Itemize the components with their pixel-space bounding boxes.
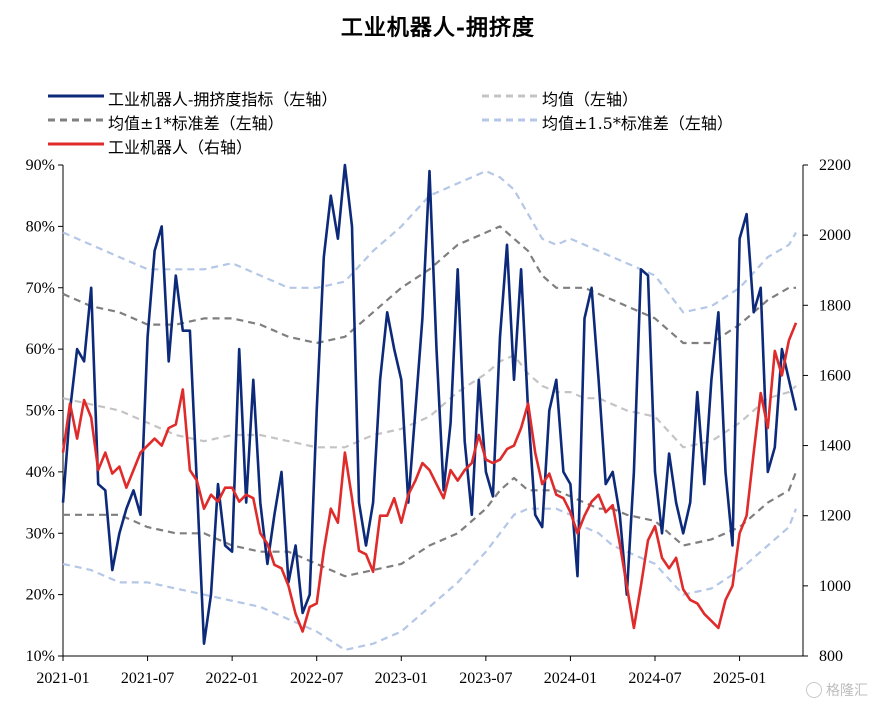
legend-label-crowding: 工业机器人-拥挤度指标（左轴） [108, 90, 338, 109]
legend-swatch-mean [482, 94, 538, 98]
x-tick-label: 2025-01 [713, 670, 766, 687]
legend-swatch-band1 [48, 118, 104, 122]
legend-label-price: 工业机器人（右轴） [108, 138, 253, 157]
y-left-tick-label: 60% [26, 341, 55, 358]
y-left-tick-label: 50% [26, 403, 55, 420]
x-tick-label: 2024-07 [628, 670, 681, 687]
y-right-tick-label: 800 [819, 648, 843, 665]
watermark-text: 格隆汇 [826, 683, 868, 699]
y-left-tick-label: 40% [26, 464, 55, 481]
series-line-0 [61, 163, 798, 645]
x-tick-label: 2023-01 [375, 670, 428, 687]
series-line-4 [62, 170, 797, 314]
y-right-tick-label: 1200 [819, 508, 851, 525]
y-left-tick-label: 30% [26, 525, 55, 542]
x-tick-label: 2022-07 [290, 670, 343, 687]
y-right-tick-label: 1000 [819, 578, 851, 595]
x-tick-label: 2023-07 [459, 670, 512, 687]
series-line-2 [62, 225, 796, 345]
legend-swatch-band15 [482, 118, 538, 122]
x-tick-label: 2022-01 [205, 670, 258, 687]
x-tick-label: 2021-01 [36, 670, 89, 687]
y-right-tick-label: 2000 [819, 227, 851, 244]
y-left-tick-label: 20% [26, 587, 55, 604]
y-right-tick-label: 1600 [819, 367, 851, 384]
y-right-tick-label: 1400 [819, 438, 851, 455]
y-left-tick-label: 10% [26, 648, 55, 665]
y-left-tick-label: 90% [26, 157, 55, 174]
watermark: 格隆汇 [806, 680, 868, 700]
legend-label-band1: 均值±1*标准差（左轴） [108, 114, 284, 133]
legend-swatch-price [48, 142, 104, 146]
watermark-logo-icon [806, 682, 822, 698]
chart-title: 工业机器人-拥挤度 [340, 15, 536, 41]
series-line-6 [61, 322, 798, 633]
series-line-5 [62, 507, 798, 651]
y-left-tick-label: 80% [26, 218, 55, 235]
x-tick-label: 2024-01 [544, 670, 597, 687]
y-right-tick-label: 2200 [819, 157, 851, 174]
legend-swatch-crowding [48, 94, 104, 98]
legend-label-band15: 均值±1.5*标准差（左轴） [542, 114, 733, 133]
chart-ticks: 10% 20% 30% 40% 50% 60% 70% 80% 90% 800 1000 1200 14… [26, 157, 851, 687]
y-right-tick-label: 1800 [819, 297, 851, 314]
series-line-1 [62, 354, 797, 449]
x-tick-label: 2021-07 [121, 670, 174, 687]
legend-label-mean: 均值（左轴） [542, 90, 639, 109]
y-left-tick-label: 70% [26, 280, 55, 297]
chart-series [61, 163, 798, 651]
